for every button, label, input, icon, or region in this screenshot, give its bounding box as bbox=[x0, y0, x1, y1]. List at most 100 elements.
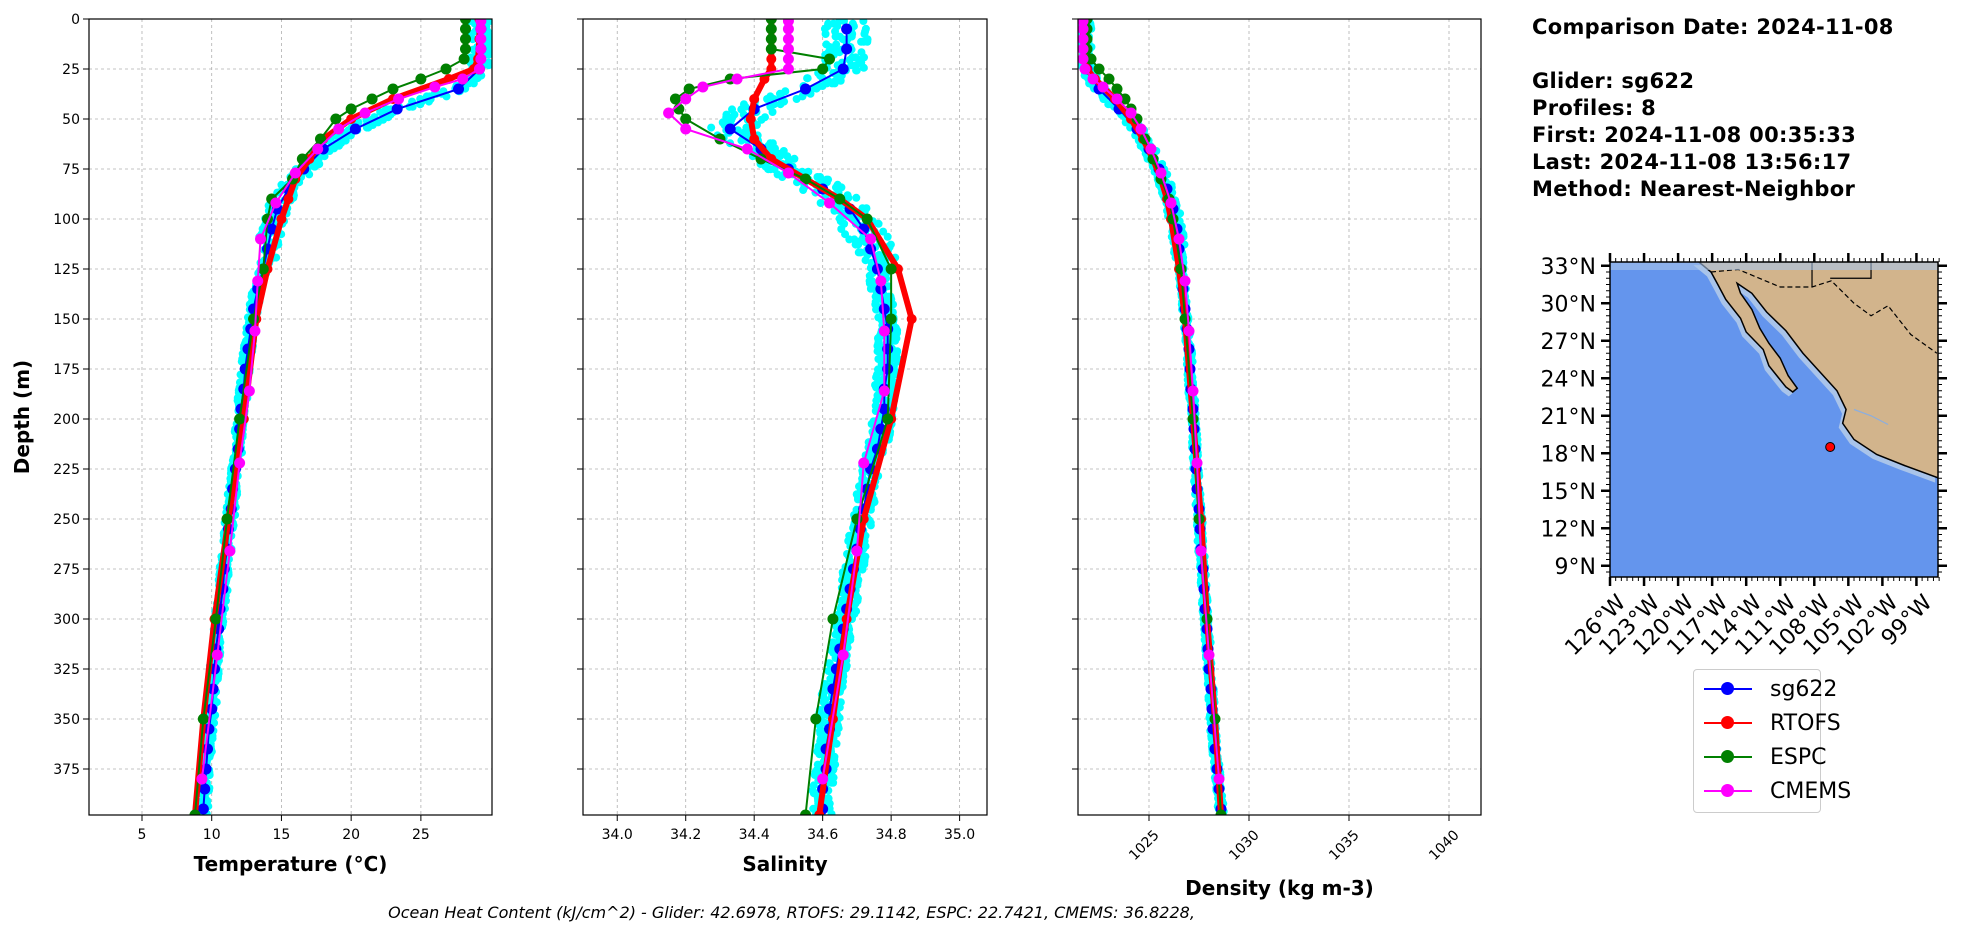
glider-scatter-point bbox=[858, 565, 867, 574]
data-point-sg622 bbox=[349, 123, 361, 135]
x-tick-label: 34.0 bbox=[602, 827, 633, 843]
series-line-espc bbox=[1086, 19, 1222, 815]
method: Method: Nearest-Neighbor bbox=[1532, 177, 1856, 201]
series-line-rtofs bbox=[1080, 19, 1224, 815]
glider-scatter-point bbox=[364, 123, 373, 132]
lat-tick-label: 21°N bbox=[1541, 405, 1596, 430]
glider-scatter-point bbox=[311, 162, 320, 171]
data-point-espc bbox=[1111, 83, 1123, 95]
data-point-rtofs bbox=[283, 194, 294, 204]
data-point-cmems bbox=[731, 73, 743, 85]
y-tick-label: 150 bbox=[53, 312, 80, 328]
x-tick-label: 34.2 bbox=[670, 827, 701, 843]
data-point-espc bbox=[851, 513, 863, 525]
data-point-cmems bbox=[255, 233, 267, 245]
glider-scatter-point bbox=[792, 95, 801, 103]
data-point-cmems bbox=[1078, 33, 1089, 45]
data-point-sg622 bbox=[453, 83, 465, 95]
data-point-espc bbox=[1119, 93, 1131, 105]
data-point-cmems bbox=[475, 53, 487, 65]
plot-area bbox=[1078, 19, 1228, 815]
data-point-espc bbox=[460, 33, 472, 45]
x-tick-label: 1040 bbox=[1426, 827, 1463, 864]
data-point-cmems bbox=[1165, 197, 1177, 209]
data-point-cmems bbox=[1155, 167, 1167, 179]
data-point-cmems bbox=[475, 33, 487, 45]
data-point-cmems bbox=[333, 123, 345, 135]
series-line-espc bbox=[674, 19, 893, 815]
data-point-espc bbox=[827, 613, 839, 625]
data-point-espc bbox=[1085, 53, 1097, 65]
y-tick-label: 250 bbox=[53, 512, 80, 528]
y-axis-label: Depth (m) bbox=[10, 360, 34, 474]
data-point-espc bbox=[460, 19, 472, 25]
data-point-espc bbox=[296, 153, 308, 165]
glider-scatter-point bbox=[707, 123, 716, 132]
glider-scatter-point bbox=[484, 61, 492, 70]
data-point-cmems bbox=[782, 43, 794, 55]
lat-tick-label: 9°N bbox=[1555, 555, 1596, 580]
y-tick-label: 225 bbox=[53, 462, 80, 478]
first-time: First: 2024-11-08 00:35:33 bbox=[1532, 123, 1857, 147]
data-point-cmems bbox=[457, 73, 469, 85]
ocean-heat-content-footer: Ocean Heat Content (kJ/cm^2) - Glider: 4… bbox=[388, 903, 1195, 922]
data-point-espc bbox=[861, 213, 873, 225]
y-tick-label: 300 bbox=[53, 612, 80, 628]
glider-scatter-point bbox=[852, 66, 861, 75]
glider-scatter-point bbox=[847, 61, 856, 70]
x-tick-label: 35.0 bbox=[944, 827, 975, 843]
glider-scatter-point bbox=[768, 108, 777, 116]
x-tick-label: 34.8 bbox=[876, 827, 907, 843]
data-point-rtofs bbox=[766, 54, 777, 64]
map-frame bbox=[1609, 261, 1939, 578]
data-point-espc bbox=[460, 43, 472, 55]
glider-scatter-point bbox=[763, 95, 772, 103]
data-point-cmems bbox=[1078, 53, 1089, 65]
data-point-sg622 bbox=[878, 303, 890, 315]
glider-scatter-point bbox=[859, 37, 868, 46]
legend-item-cmems: CMEMS bbox=[1704, 776, 1851, 806]
data-point-cmems bbox=[865, 233, 877, 245]
data-point-rtofs bbox=[745, 114, 756, 124]
data-point-cmems bbox=[680, 123, 692, 135]
x-axis-label: Density (kg m-3) bbox=[1185, 876, 1374, 900]
legend-item-sg622: sg622 bbox=[1704, 674, 1837, 704]
data-point-espc bbox=[221, 513, 233, 525]
data-point-cmems bbox=[1087, 73, 1099, 85]
lat-tick-label: 18°N bbox=[1541, 442, 1596, 467]
data-point-cmems bbox=[782, 23, 794, 35]
location-map: 126°W123°W120°W117°W114°W111°W108°W105°W… bbox=[1541, 253, 1947, 661]
glider-scatter-point bbox=[866, 521, 875, 530]
data-point-sg622 bbox=[266, 223, 278, 235]
data-point-cmems bbox=[359, 107, 371, 119]
data-point-cmems bbox=[782, 53, 794, 65]
glider-scatter-point bbox=[879, 227, 888, 236]
x-axis-label: Temperature (°C) bbox=[194, 852, 388, 876]
data-point-espc bbox=[834, 193, 846, 205]
x-tick-label: 34.4 bbox=[739, 827, 770, 843]
data-point-rtofs bbox=[276, 214, 287, 224]
glider-scatter-point bbox=[799, 186, 808, 194]
data-point-cmems bbox=[429, 81, 441, 93]
shelf-band bbox=[1610, 262, 1938, 270]
lat-tick-label: 12°N bbox=[1541, 517, 1596, 542]
glider-location-marker bbox=[1825, 442, 1836, 452]
data-point-cmems bbox=[475, 43, 487, 55]
data-point-cmems bbox=[1097, 81, 1109, 93]
data-point-espc bbox=[366, 93, 378, 105]
data-point-espc bbox=[765, 23, 777, 35]
data-point-sg622 bbox=[197, 803, 209, 815]
glider-scatter-point bbox=[861, 256, 870, 265]
y-tick-label: 325 bbox=[53, 662, 80, 678]
lat-tick-label: 33°N bbox=[1541, 255, 1596, 280]
profile-panel-2: 1025 1030 1035 1040 Density (kg m-3) bbox=[1072, 18, 1482, 900]
data-point-espc bbox=[458, 53, 470, 65]
axes-frame bbox=[1077, 18, 1482, 816]
glider-scatter-point bbox=[829, 778, 838, 787]
legend-item-espc: ESPC bbox=[1704, 742, 1827, 772]
data-point-cmems bbox=[878, 325, 890, 337]
glider-scatter-point bbox=[818, 82, 827, 90]
glider-scatter-point bbox=[821, 30, 830, 38]
